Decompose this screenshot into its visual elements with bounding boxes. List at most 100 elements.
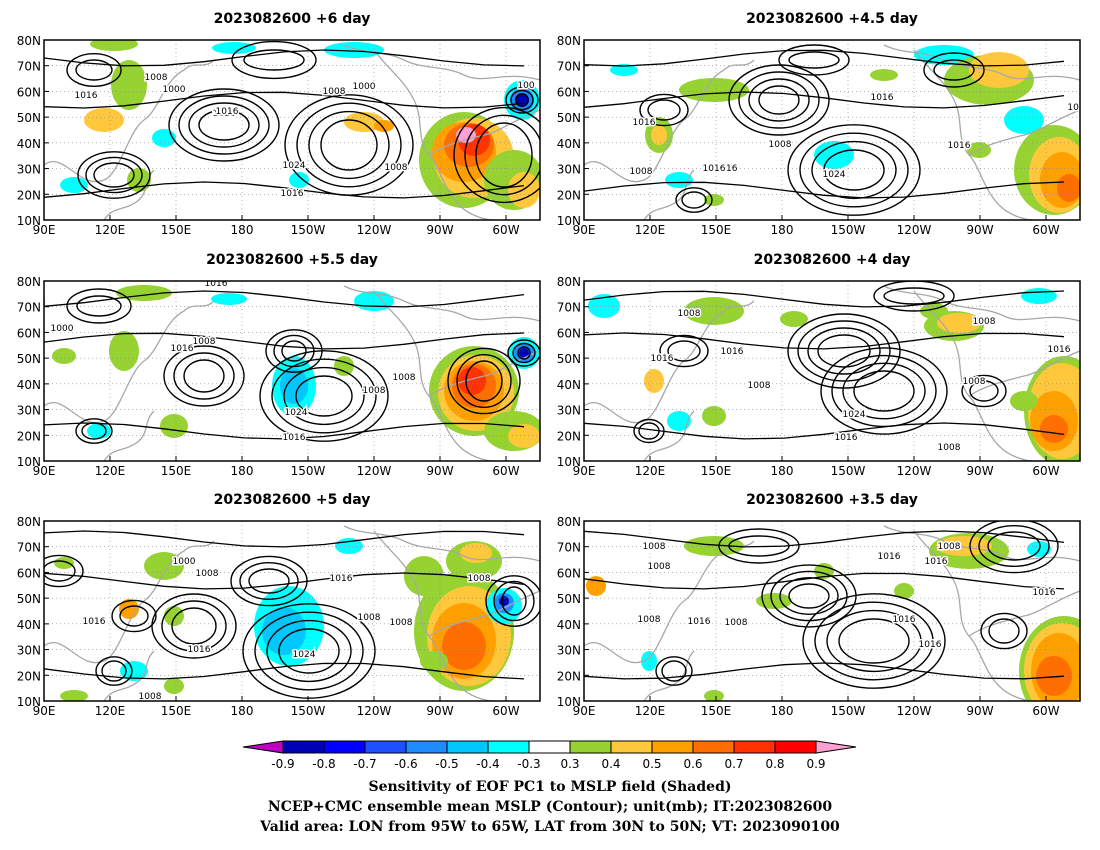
contour-label: 1016 — [948, 141, 971, 151]
mslp-contour — [584, 49, 1065, 67]
map-frame — [43, 39, 541, 221]
mslp-contour — [44, 662, 525, 680]
coastline — [103, 410, 155, 461]
lat-tick-label: 40N — [17, 618, 41, 632]
colorbar-label: 0.4 — [601, 757, 620, 771]
map-panel: 1008 1016 1008 1016 1008 1024 1016 1008 1008 1016… — [557, 252, 1081, 478]
mslp-contour — [254, 611, 364, 691]
mslp-contour — [248, 568, 290, 594]
lon-tick-label: 60W — [1032, 223, 1059, 237]
mslp-contour — [259, 350, 389, 442]
colorbar-label: -0.5 — [435, 757, 458, 771]
mslp-contour — [76, 295, 122, 317]
contour-label: 1008 — [678, 309, 701, 319]
lat-tick-label: 50N — [17, 352, 41, 366]
contour-label: 1000 — [163, 85, 186, 95]
sensitivity-shading — [120, 661, 148, 681]
sensitivity-shading — [508, 424, 540, 448]
mslp-contour — [811, 140, 897, 200]
map-frame — [583, 520, 1081, 702]
lon-tick-label: 120E — [635, 704, 666, 718]
mslp-contour — [961, 374, 1007, 408]
lat-tick-label: 70N — [557, 60, 581, 74]
mslp-contour — [66, 53, 122, 87]
sensitivity-shading — [1036, 656, 1072, 696]
sensitivity-shading — [644, 369, 664, 393]
sensitivity-shading — [334, 356, 354, 376]
coastline — [883, 285, 1080, 322]
sensitivity-shading — [684, 536, 744, 556]
lat-tick-label: 20N — [557, 429, 581, 443]
lat-tick-label: 60N — [17, 85, 41, 99]
sensitivity-shading — [679, 78, 749, 102]
mslp-contour — [969, 380, 999, 402]
mslp-contour — [838, 618, 910, 664]
contour-label: 1016 — [871, 93, 894, 103]
mslp-contour — [718, 528, 800, 564]
mslp-contour — [111, 599, 157, 633]
mslp-contour — [787, 313, 901, 389]
sensitivity-shading — [1004, 106, 1044, 134]
contour-label: 1016 — [330, 574, 353, 584]
contour-label: 1016 — [188, 645, 211, 655]
mslp-contour — [661, 660, 687, 682]
lon-tick-label: 180 — [231, 223, 254, 237]
lon-tick-label: 180 — [771, 704, 794, 718]
coastline — [883, 44, 1080, 81]
colorbar-label: 0.3 — [560, 757, 579, 771]
coastline — [643, 169, 695, 220]
sensitivity-shading — [780, 311, 808, 327]
map-panel: 1016100010081016102410161008100820230826… — [17, 252, 541, 478]
mslp-contour — [980, 612, 1028, 650]
contour-label: 1016 — [715, 164, 738, 174]
lat-tick-label: 20N — [557, 188, 581, 202]
coastline — [883, 525, 1080, 562]
colorbar: -0.9 -0.8 -0.7 -0.6 -0.5 -0.4 -0.3 0.3 0.4 0.5 0.6… — [242, 740, 857, 771]
lat-tick-label: 30N — [17, 163, 41, 177]
colorbar-swatch — [610, 740, 653, 754]
mslp-contour — [584, 332, 1065, 350]
lon-tick-label: 120W — [357, 464, 392, 478]
mslp-contour — [119, 605, 149, 627]
mslp-contour — [283, 366, 365, 426]
colorbar-label: 0.7 — [724, 757, 743, 771]
lat-tick-label: 80N — [17, 515, 41, 529]
contour-label: 1000 — [353, 82, 376, 92]
contour-label: 1016 — [835, 433, 858, 443]
mslp-contour — [44, 554, 84, 588]
lat-tick-label: 80N — [17, 34, 41, 48]
sensitivity-shading — [111, 60, 147, 110]
lat-tick-label: 70N — [557, 541, 581, 555]
contour-label: 1024 — [843, 410, 866, 420]
lat-tick-label: 20N — [17, 669, 41, 683]
lat-tick-label: 60N — [557, 566, 581, 580]
lat-tick-label: 70N — [17, 541, 41, 555]
lat-tick-label: 60N — [17, 326, 41, 340]
map-plot-area: 1008 1016 1008 1016 1008 1024 1016 1008 1008 1016 — [584, 281, 1080, 461]
mslp-contour — [453, 106, 540, 204]
mslp-contour — [987, 531, 1041, 561]
mslp-contour — [320, 119, 378, 171]
lon-tick-label: 60W — [1032, 464, 1059, 478]
sensitivity-shading — [936, 536, 992, 556]
lat-tick-label: 10N — [17, 695, 41, 709]
lon-tick-label: 90E — [573, 223, 596, 237]
mslp-contour — [101, 660, 127, 682]
mslp-contour — [873, 281, 955, 312]
lat-tick-label: 40N — [557, 618, 581, 632]
mslp-contour — [239, 562, 299, 600]
coastline — [428, 590, 540, 637]
contour-label: 1008 — [769, 140, 792, 150]
coastline — [44, 540, 215, 664]
footer-line: NCEP+CMC ensemble mean MSLP (Contour); u… — [268, 799, 832, 815]
colorbar-label: -0.9 — [271, 757, 294, 771]
contour-label: 1008 — [468, 574, 491, 584]
map-frame — [43, 520, 541, 702]
lon-tick-label: 120E — [635, 223, 666, 237]
mslp-contour — [655, 656, 693, 686]
sensitivity-shading — [84, 108, 124, 132]
